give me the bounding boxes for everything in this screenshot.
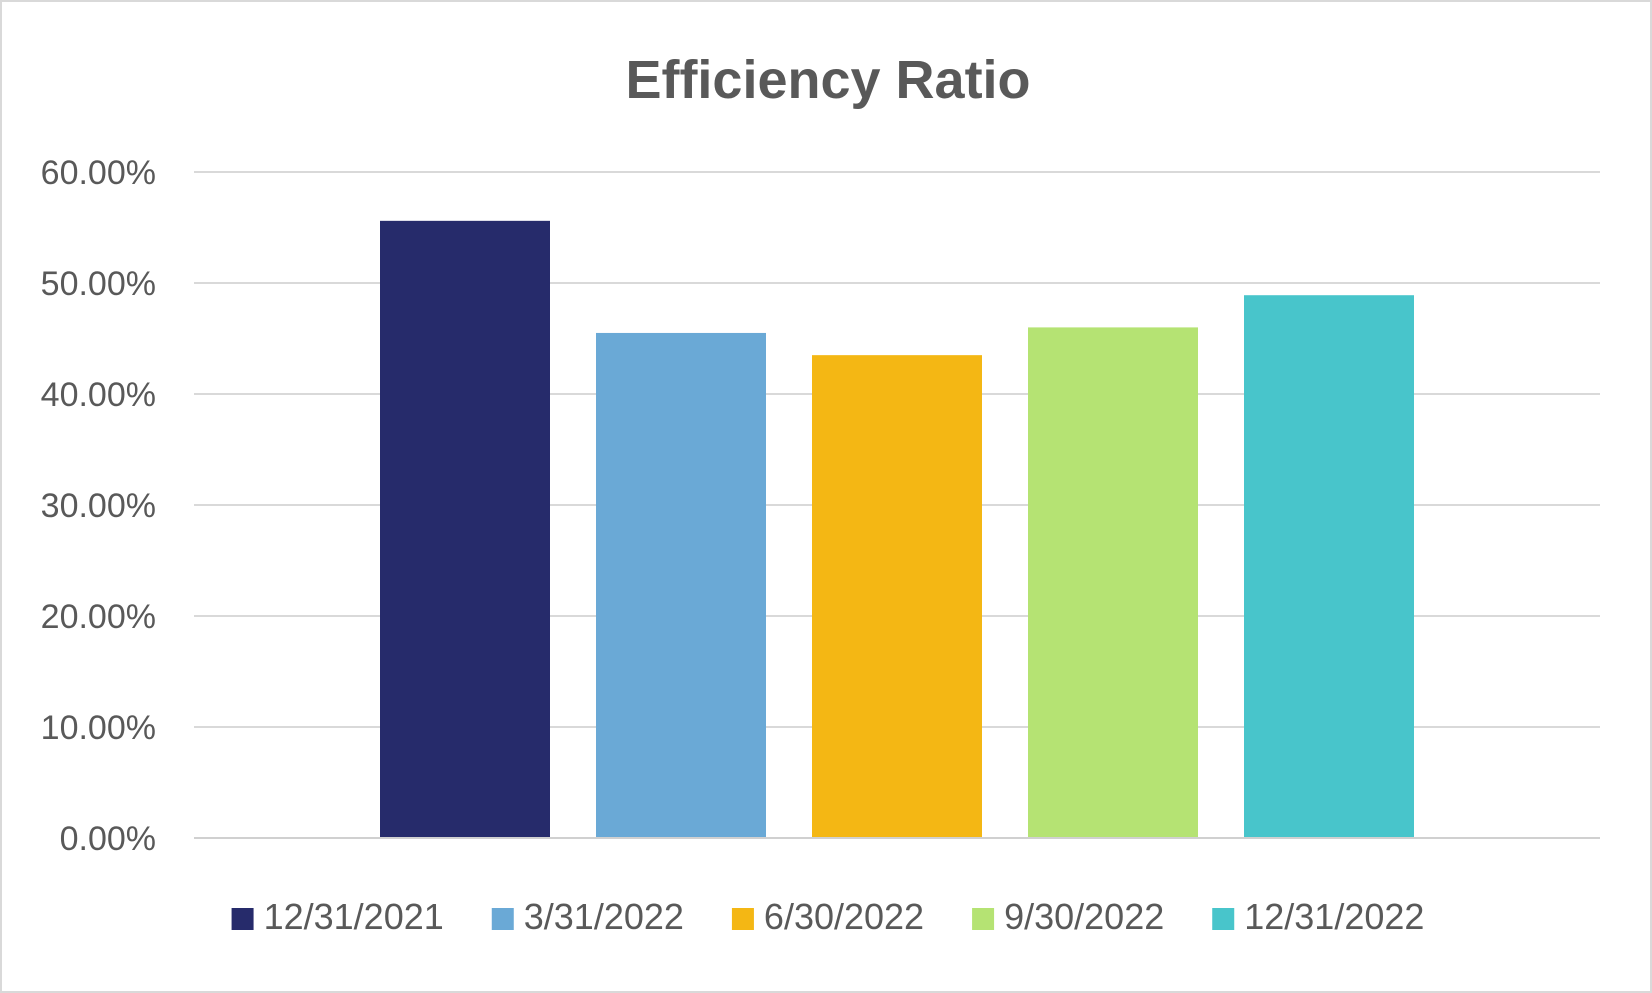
y-tick-label: 20.00% (41, 598, 156, 636)
legend-label: 6/30/2022 (764, 896, 924, 937)
legend-label: 3/31/2022 (524, 896, 684, 937)
legend-label: 12/31/2021 (264, 896, 444, 937)
bar-4 (1028, 327, 1198, 838)
legend-item: 9/30/2022 (972, 896, 1164, 937)
legend-item: 6/30/2022 (731, 896, 924, 937)
legend-swatch (1212, 908, 1235, 930)
y-tick-label: 40.00% (41, 376, 156, 414)
legend-item: 12/31/2021 (231, 896, 444, 937)
y-tick-label: 0.00% (60, 820, 156, 858)
legend: 12/31/2021 3/31/2022 6/30/2022 9/30/2022 12/… (231, 896, 1424, 937)
y-tick-label: 30.00% (41, 487, 156, 525)
legend-swatch (491, 908, 514, 930)
y-tick-label: 50.00% (41, 265, 156, 303)
y-axis-tick-labels: 0.00% 10.00% 20.00% 30.00% 40.00% 50.00% 60.00… (41, 154, 156, 858)
legend-swatch (231, 908, 254, 930)
legend-label: 9/30/2022 (1004, 896, 1164, 937)
legend-swatch (972, 908, 995, 930)
bar-group (380, 220, 1414, 839)
legend-item: 12/31/2022 (1212, 896, 1424, 937)
bar-3 (812, 355, 982, 838)
bar-1 (380, 220, 550, 839)
legend-label: 12/31/2022 (1244, 896, 1424, 937)
legend-swatch (731, 908, 754, 930)
chart-title: Efficiency Ratio (625, 50, 1030, 110)
legend-item: 3/31/2022 (491, 896, 684, 937)
y-tick-label: 10.00% (41, 709, 156, 747)
bar-5 (1244, 295, 1414, 839)
y-tick-label: 60.00% (41, 154, 156, 192)
bar-2 (596, 332, 766, 838)
